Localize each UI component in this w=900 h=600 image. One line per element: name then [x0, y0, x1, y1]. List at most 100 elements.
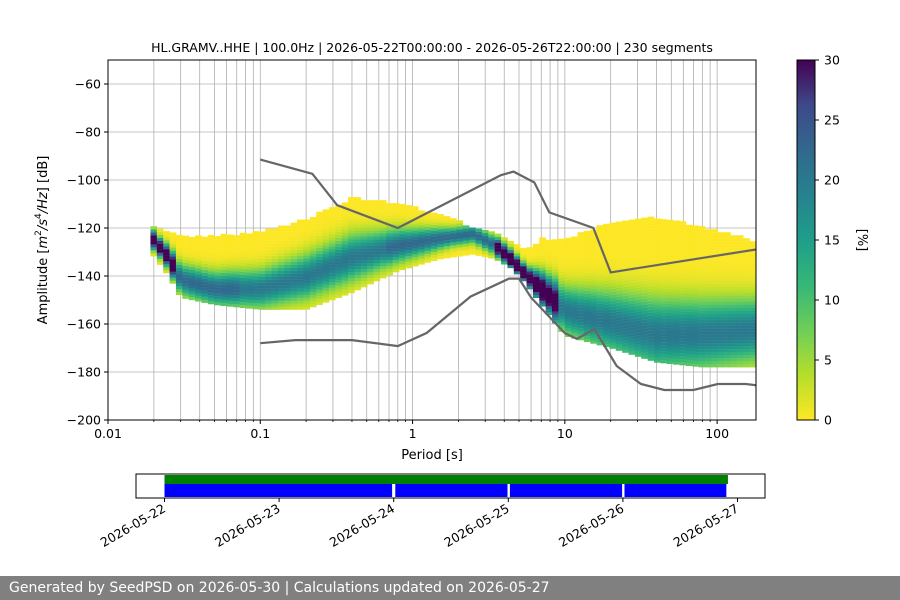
heatmap-cell: [373, 236, 381, 240]
heatmap-cell: [571, 245, 578, 249]
heatmap-cell: [564, 306, 572, 311]
heatmap-cell: [335, 267, 342, 271]
heatmap-cell: [660, 237, 668, 241]
heatmap-cell: [297, 222, 304, 226]
heatmap-cell: [577, 310, 585, 314]
heatmap-cell: [411, 227, 419, 231]
heatmap-cell: [654, 299, 661, 303]
heatmap-cell: [705, 316, 712, 320]
heatmap-cell: [354, 203, 362, 207]
heatmap-cell: [628, 288, 636, 292]
heatmap-cell: [724, 316, 731, 320]
heatmap-cell: [284, 285, 291, 289]
heatmap-cell: [348, 281, 355, 285]
heatmap-cell: [214, 269, 221, 273]
heatmap-cell: [545, 284, 553, 289]
heatmap-cell: [513, 262, 521, 266]
heatmap-cell: [679, 272, 687, 276]
heatmap-cell: [558, 268, 566, 272]
heatmap-cell: [316, 271, 323, 275]
heatmap-cell: [577, 262, 585, 266]
heatmap-cell: [654, 224, 661, 228]
heatmap-cell: [271, 249, 279, 253]
heatmap-cell: [590, 241, 597, 245]
heatmap-cell: [226, 270, 234, 274]
heatmap-cell: [705, 253, 712, 257]
heatmap-cell: [348, 221, 355, 225]
heatmap-cell: [386, 215, 393, 219]
heatmap-cell: [698, 244, 706, 248]
heatmap-cell: [558, 310, 566, 314]
heatmap-cell: [641, 241, 648, 245]
heatmap-cell: [233, 250, 240, 254]
heatmap-cell: [717, 340, 725, 344]
heatmap-cell: [666, 321, 674, 326]
heatmap-cell: [749, 352, 757, 356]
heatmap-cell: [552, 311, 559, 315]
heatmap-cell: [188, 281, 196, 286]
heatmap-cell: [666, 291, 674, 296]
heatmap-cell: [156, 237, 164, 241]
heatmap-cell: [571, 317, 578, 321]
heatmap-cell: [698, 310, 706, 314]
heatmap-cell: [450, 233, 457, 237]
heatmap-cell: [647, 249, 655, 253]
heatmap-cell: [348, 251, 355, 255]
heatmap-cell: [558, 316, 566, 320]
heatmap-cell: [654, 242, 661, 246]
heatmap-cell: [571, 311, 578, 315]
heatmap-cell: [386, 233, 393, 237]
heatmap-cell: [214, 275, 221, 279]
heatmap-cell: [577, 292, 585, 296]
heatmap-cell: [743, 334, 750, 338]
heatmap-cell: [169, 232, 177, 236]
heatmap-cell: [526, 274, 534, 278]
heatmap-cell: [603, 328, 610, 333]
heatmap-cell: [214, 236, 221, 240]
heatmap-cell: [354, 248, 362, 252]
y-label-part: m: [36, 236, 51, 249]
heatmap-cell: [673, 283, 680, 287]
heatmap-cell: [698, 289, 706, 293]
heatmap-cell: [271, 300, 279, 304]
heatmap-cell: [711, 343, 719, 347]
heatmap-cell: [354, 278, 362, 282]
heatmap-cell: [673, 250, 680, 254]
heatmap-cell: [226, 237, 234, 241]
heatmap-cell: [724, 301, 731, 305]
heatmap-cell: [743, 292, 750, 296]
heatmap-cell: [309, 262, 317, 266]
heatmap-cell: [297, 246, 304, 250]
heatmap-cell: [399, 233, 406, 238]
heatmap-cell: [246, 296, 253, 300]
heatmap-cell: [284, 300, 291, 304]
heatmap-cell: [252, 276, 260, 280]
heatmap-cell: [303, 219, 311, 223]
heatmap-cell: [328, 234, 336, 238]
heatmap-cell: [309, 271, 317, 275]
heatmap-cell: [615, 302, 623, 306]
heatmap-cell: [596, 225, 604, 229]
heatmap-cell: [692, 243, 699, 247]
heatmap-cell: [501, 258, 508, 262]
heatmap-cell: [456, 220, 464, 224]
heatmap-cell: [628, 285, 636, 289]
heatmap-cell: [634, 305, 642, 309]
heatmap-cell: [411, 257, 419, 261]
heatmap-cell: [596, 288, 604, 292]
heatmap-cell: [724, 259, 731, 263]
heatmap-cell: [163, 261, 170, 265]
y-tick-label: −140: [67, 269, 101, 284]
heatmap-cell: [609, 342, 617, 346]
heatmap-cell: [685, 299, 693, 304]
heatmap-cell: [711, 232, 719, 236]
heatmap-cell: [558, 265, 566, 269]
heatmap-cell: [303, 273, 311, 277]
heatmap-cell: [609, 333, 617, 337]
heatmap-cell: [583, 245, 591, 250]
heatmap-cell: [596, 309, 604, 313]
heatmap-cell: [532, 291, 540, 296]
heatmap-cell: [641, 346, 648, 350]
heatmap-cell: [692, 285, 699, 289]
heatmap-cell: [583, 239, 591, 244]
